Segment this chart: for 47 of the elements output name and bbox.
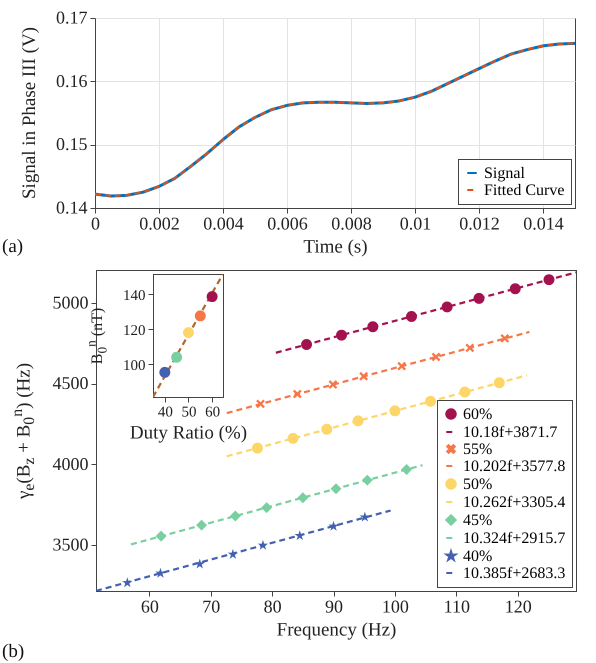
x-tick-label: 100 (382, 596, 409, 616)
legend-label: 10.202f+3577.8 (463, 458, 566, 475)
x-tick-label: 80 (264, 596, 282, 616)
x-tick-label: 0.01 (400, 214, 432, 234)
legend-label: 50% (463, 476, 492, 493)
legend-label: 55% (463, 441, 492, 458)
x-axis-title: Frequency (Hz) (276, 620, 396, 640)
legend-label: 10.262f+3305.4 (463, 494, 566, 511)
y-tick-label: 140 (123, 288, 146, 304)
y-tick-label: 0.17 (56, 8, 88, 28)
x-tick-label: 90 (325, 596, 344, 616)
x-tick-label: 120 (504, 596, 532, 616)
x-tick-label: 70 (202, 596, 220, 616)
text: (a) (2, 236, 24, 258)
x-tick-label: 0.008 (331, 214, 372, 234)
legend-label: 10.18f+3871.7 (463, 424, 558, 441)
y-tick-label: 0.14 (56, 198, 88, 218)
x-tick-label: 0.006 (267, 214, 308, 234)
x-tick-label: 0.012 (459, 214, 500, 234)
x-tick-label: 60 (140, 596, 159, 616)
x-tick-label: 0.014 (523, 214, 564, 234)
x-axis-title: Duty Ratio (%) (130, 422, 248, 444)
y-axis-title: Signal in Phase III (V) (19, 26, 41, 200)
legend-label: 40% (463, 548, 492, 565)
legend-label: 45% (463, 512, 492, 529)
x-tick-label: 60 (205, 404, 220, 420)
y-tick-label: 0.15 (56, 134, 88, 154)
x-tick-label: 110 (444, 596, 470, 616)
x-tick-label: 40 (158, 404, 173, 420)
y-tick-label: 0.16 (56, 70, 88, 91)
legend-label: Signal (484, 165, 526, 182)
x-tick-label: 0.004 (203, 214, 244, 234)
x-tick-label: 0.002 (139, 214, 180, 234)
legend-label: Fitted Curve (484, 182, 564, 199)
x-tick-label: 50 (181, 404, 196, 420)
y-tick-label: 5000 (52, 292, 88, 313)
y-tick-label: 3500 (52, 534, 88, 555)
legend-label: 60% (463, 406, 492, 423)
x-tick-label: 0 (91, 214, 100, 234)
y-tick-label: 120 (123, 322, 146, 339)
y-tick-label: 100 (123, 358, 146, 374)
text: (b) (2, 641, 24, 663)
x-axis-title: Time (s) (303, 236, 368, 258)
y-tick-label: 4500 (52, 373, 88, 394)
y-tick-label: 4000 (52, 454, 88, 474)
legend-label: 10.385f+2683.3 (463, 565, 566, 582)
legend-label: 10.324f+2915.7 (463, 530, 566, 547)
